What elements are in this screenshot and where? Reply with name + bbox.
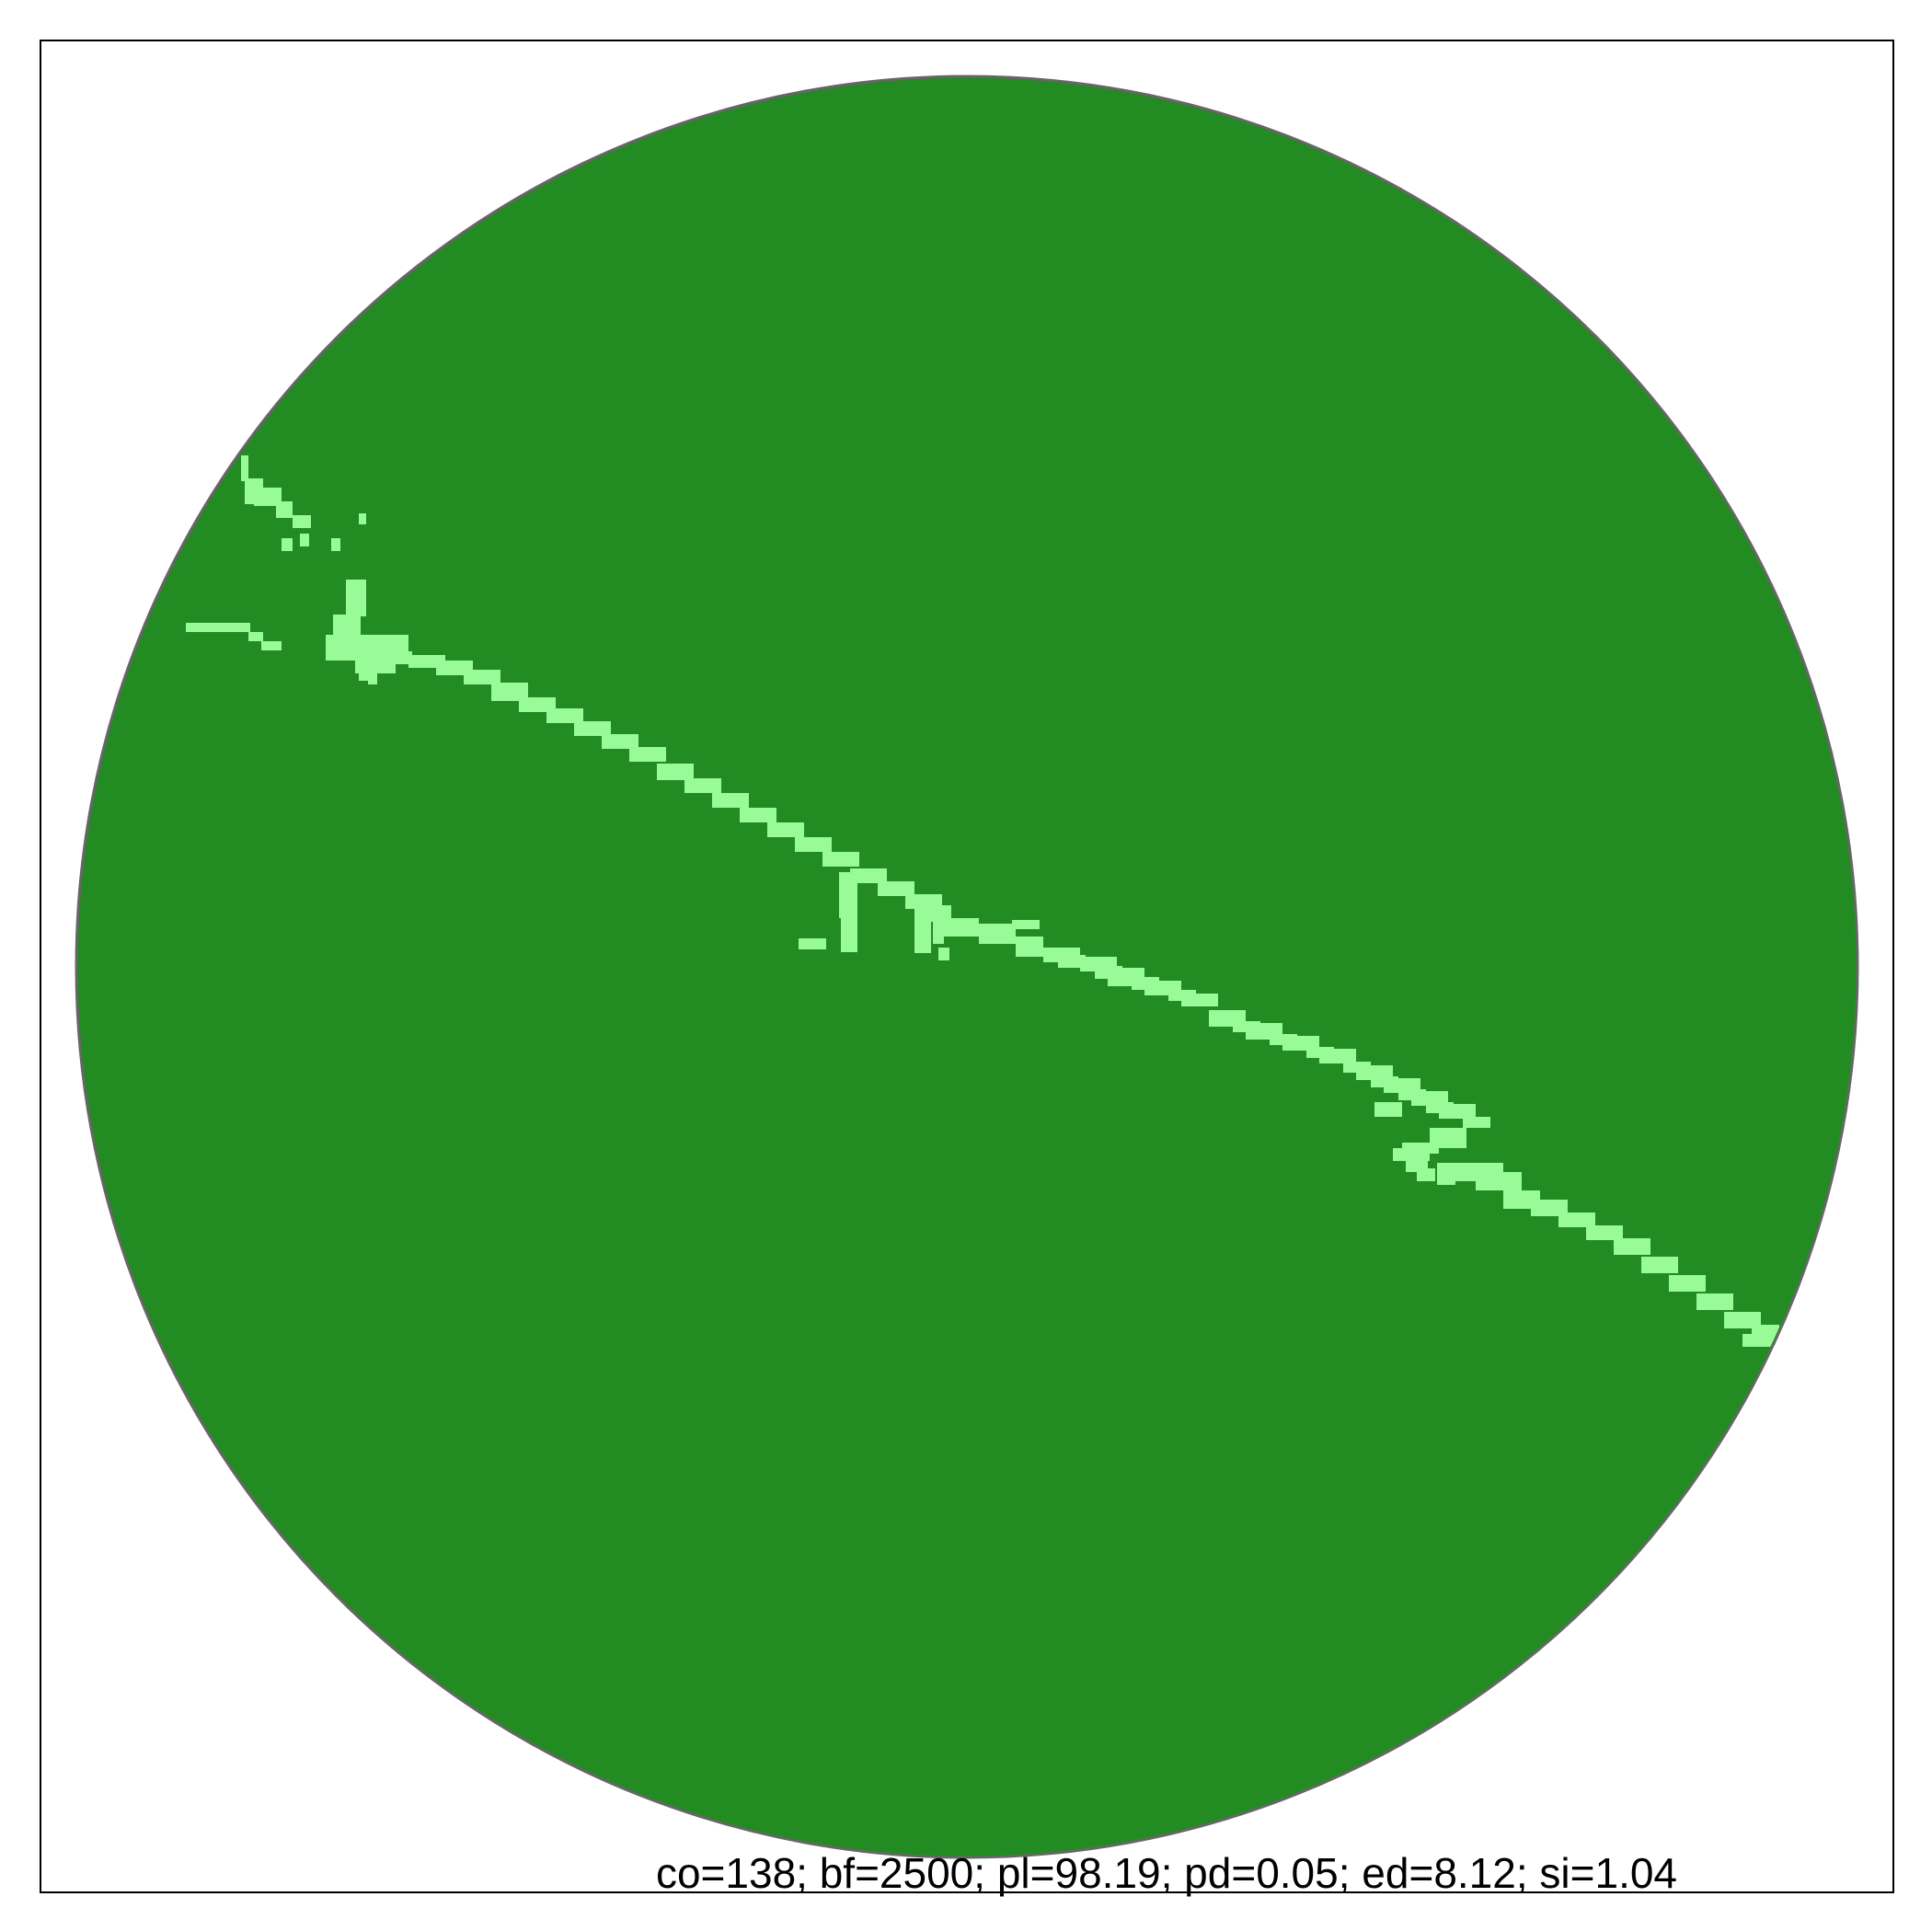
gap-cell bbox=[186, 623, 250, 632]
gap-cell bbox=[1417, 1168, 1435, 1181]
gap-cell bbox=[1168, 990, 1196, 1001]
gap-cell bbox=[850, 868, 887, 883]
gap-cell bbox=[1558, 1213, 1595, 1227]
canopy-gaps bbox=[186, 455, 1788, 1347]
gap-cell bbox=[979, 924, 1016, 944]
gap-cell bbox=[1476, 1172, 1522, 1190]
gap-cell bbox=[346, 580, 366, 616]
gap-cell bbox=[248, 632, 263, 641]
gap-cell bbox=[276, 501, 293, 518]
gap-cell bbox=[546, 708, 583, 723]
gap-cell bbox=[1132, 977, 1159, 990]
gap-cell bbox=[254, 488, 282, 506]
gap-cell bbox=[1641, 1257, 1678, 1273]
gap-cell bbox=[1531, 1200, 1568, 1216]
canopy-fill bbox=[76, 76, 1857, 1857]
canopy-disc bbox=[75, 75, 1859, 1859]
gap-cell bbox=[241, 455, 248, 481]
gap-cell bbox=[282, 538, 293, 551]
gap-cell bbox=[1016, 937, 1043, 957]
gap-cell bbox=[1058, 955, 1086, 968]
gap-cell bbox=[602, 734, 638, 749]
gap-cell bbox=[293, 515, 311, 528]
disc-outline bbox=[75, 75, 1859, 1859]
gap-cell bbox=[878, 881, 914, 896]
figure-frame bbox=[40, 40, 1894, 1893]
gap-cell bbox=[574, 721, 611, 736]
gap-cell bbox=[368, 672, 377, 684]
gap-cell bbox=[799, 938, 826, 949]
gap-cell bbox=[795, 837, 832, 852]
figure-caption: co=138; bf=2500; pl=98.19; pd=0.05; ed=8… bbox=[656, 1849, 1677, 1897]
gap-cell bbox=[1306, 1047, 1334, 1058]
gap-cell bbox=[1406, 1155, 1428, 1172]
gap-cell bbox=[1371, 1076, 1398, 1087]
gap-cell bbox=[1614, 1238, 1650, 1255]
gap-cell bbox=[261, 641, 282, 650]
gap-cell bbox=[712, 793, 749, 808]
gap-cell bbox=[385, 651, 412, 664]
gap-cell bbox=[359, 513, 366, 524]
gap-cell bbox=[1586, 1225, 1623, 1240]
gap-cell bbox=[1463, 1117, 1490, 1128]
gap-cell bbox=[933, 920, 944, 944]
gap-cell bbox=[1426, 1102, 1454, 1113]
gap-cell bbox=[951, 920, 979, 933]
gap-cell bbox=[914, 905, 951, 922]
gap-cell bbox=[1724, 1312, 1761, 1328]
gap-cell bbox=[1374, 1102, 1402, 1117]
gap-cell bbox=[1402, 1143, 1439, 1154]
gap-cell bbox=[1696, 1293, 1733, 1310]
gap-cell bbox=[1343, 1062, 1371, 1073]
gap-cell bbox=[300, 534, 309, 546]
gap-cell bbox=[767, 822, 804, 837]
gap-cell bbox=[822, 852, 859, 867]
gap-cell bbox=[839, 872, 857, 918]
gap-cell bbox=[1742, 1334, 1779, 1347]
gap-cell bbox=[629, 747, 666, 762]
gap-cell bbox=[684, 778, 721, 793]
gap-cell bbox=[1012, 920, 1040, 929]
gap-cell bbox=[1398, 1089, 1426, 1100]
gap-cell bbox=[1095, 966, 1122, 979]
gap-cell bbox=[359, 672, 368, 681]
gap-cell bbox=[1669, 1275, 1706, 1292]
gap-cell bbox=[331, 538, 340, 551]
gap-cell bbox=[740, 808, 776, 822]
gap-cell bbox=[1270, 1034, 1297, 1045]
gap-cell bbox=[464, 670, 500, 684]
gap-cell bbox=[657, 764, 694, 780]
gap-cell bbox=[938, 948, 949, 960]
gap-cell bbox=[1233, 1021, 1260, 1032]
gap-cell bbox=[491, 683, 528, 701]
gap-cell bbox=[845, 938, 857, 951]
gap-cell bbox=[914, 920, 931, 953]
